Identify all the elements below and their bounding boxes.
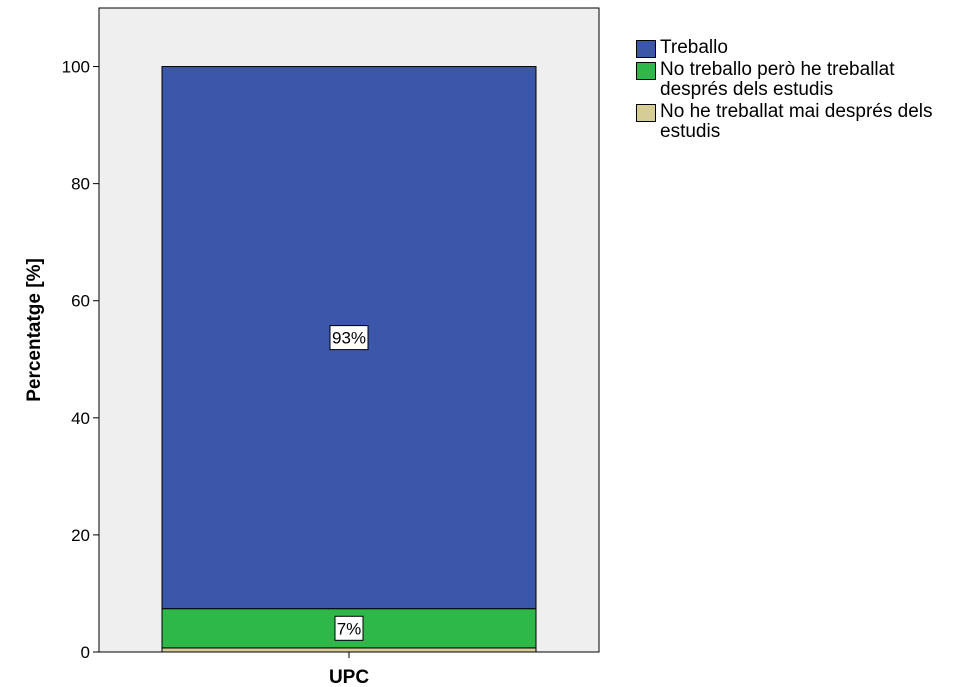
legend-item-no-he-treballat: No he treballat mai després dels estudis	[636, 102, 964, 142]
bar-segment-no-he-treballat-mai-despr-s-dels-estudis	[161, 647, 537, 653]
x-category-label: UPC	[329, 667, 369, 687]
y-axis: 0 20 40 60 80 100	[62, 58, 350, 662]
legend-item-no-treballo: No treballo però he treballat després de…	[636, 60, 964, 100]
data-labels: 93% 7%	[329, 325, 369, 641]
legend-label: No treballo però he treballat després de…	[660, 59, 895, 100]
y-tick-label: 40	[71, 409, 90, 428]
bars-group	[161, 66, 537, 653]
y-tick-label: 60	[71, 292, 90, 311]
data-label: 7%	[337, 619, 362, 638]
legend: Treballo No treballo però he treballat d…	[636, 38, 964, 144]
data-label-box	[334, 615, 364, 641]
legend-swatch	[636, 40, 656, 58]
data-label-box	[329, 325, 369, 351]
data-label: 93%	[332, 329, 366, 348]
legend-swatch	[636, 104, 656, 122]
legend-label: No he treballat mai després dels estudis	[660, 101, 933, 142]
legend-label: Treballo	[660, 37, 728, 58]
legend-item-treballo: Treballo	[636, 38, 964, 58]
y-tick-label: 80	[71, 175, 90, 194]
bar-segment-no-treballo-per-he-treballat-despr-s-dels-estudis	[161, 608, 537, 649]
y-tick-label: 100	[62, 58, 90, 77]
legend-swatch	[636, 62, 656, 80]
y-axis-title: Percentatge [%]	[24, 258, 45, 402]
y-tick-label: 20	[71, 526, 90, 545]
y-tick-label: 0	[81, 643, 90, 662]
